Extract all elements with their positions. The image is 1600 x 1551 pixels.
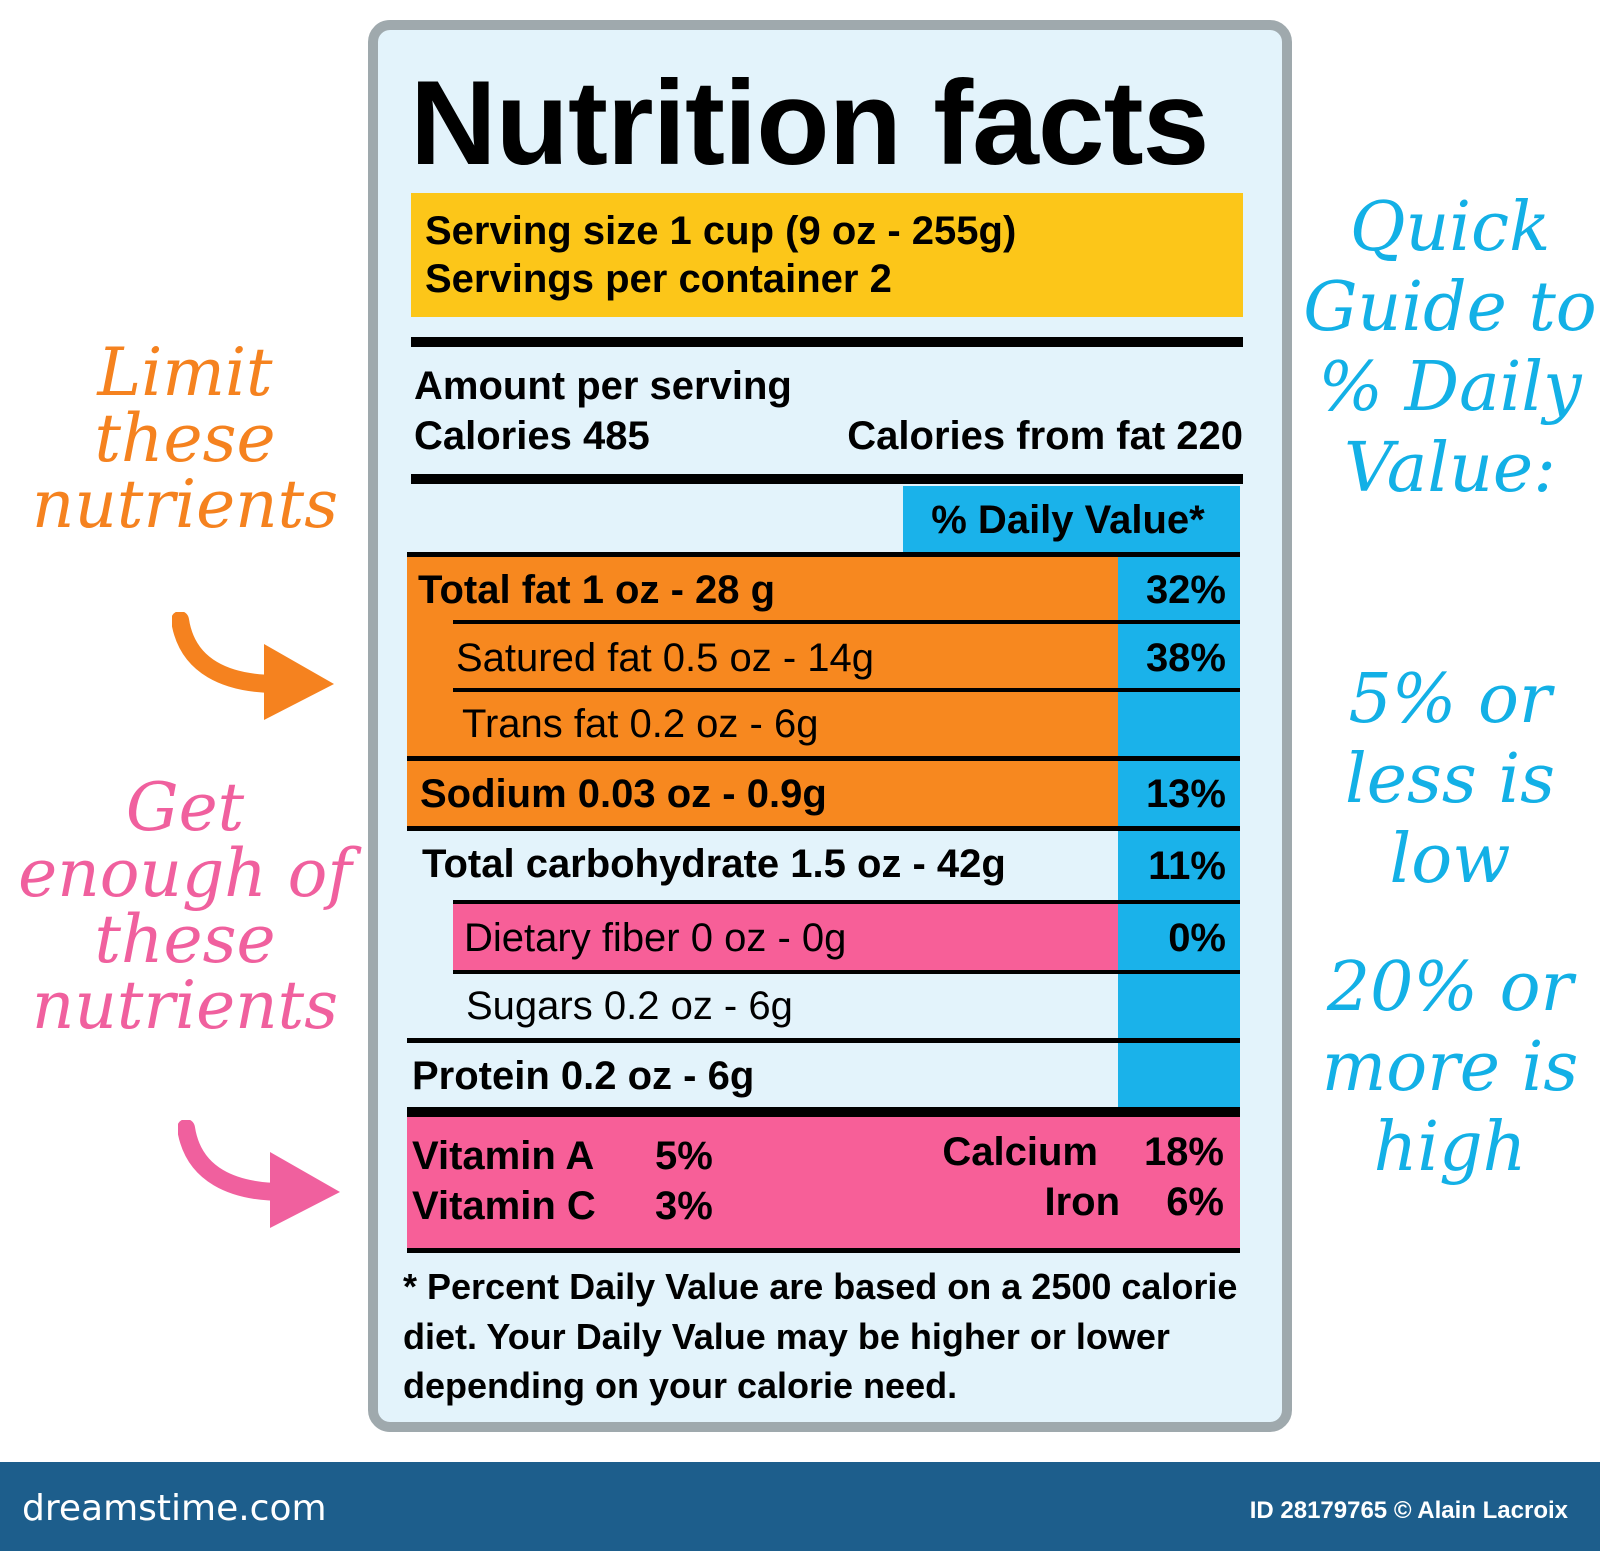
vitamins-band	[407, 1117, 1240, 1248]
row-divider	[407, 756, 1240, 761]
row-divider	[407, 552, 1240, 557]
high-guide-note: 20% or more is high	[1321, 948, 1579, 1188]
sodium-pct: 13%	[1145, 772, 1226, 816]
pink-arrow-icon	[178, 1120, 340, 1228]
row-divider	[453, 970, 1240, 974]
vitamin-c-label: Vitamin C	[412, 1184, 596, 1228]
thick-divider	[407, 1107, 1240, 1117]
thick-divider	[411, 337, 1243, 347]
brand-logo: dreamstime.com	[22, 1488, 327, 1529]
calories: Calories 485	[414, 414, 650, 458]
iron-pct: 6%	[1166, 1180, 1224, 1224]
serving-size: Serving size 1 cup (9 oz - 255g)	[425, 209, 1017, 253]
dietary-fiber-pct: 0%	[1168, 916, 1226, 960]
daily-value-header-bg	[903, 486, 1240, 552]
vitamin-a-pct: 5%	[655, 1134, 713, 1178]
sodium-label: Sodium 0.03 oz - 0.9g	[420, 772, 827, 816]
servings-per-container: Servings per container 2	[425, 257, 892, 301]
vitamin-c-pct: 3%	[655, 1184, 713, 1228]
calories-from-fat: Calories from fat 220	[847, 414, 1243, 458]
trans-fat-label: Trans fat 0.2 oz - 6g	[462, 702, 819, 746]
dietary-fiber-label: Dietary fiber 0 oz - 0g	[464, 916, 847, 960]
sugars-label: Sugars 0.2 oz - 6g	[466, 984, 793, 1028]
label-title: Nutrition facts	[410, 56, 1209, 190]
protein-label: Protein 0.2 oz - 6g	[412, 1054, 755, 1098]
saturated-fat-label: Satured fat 0.5 oz - 14g	[456, 636, 875, 680]
image-credit: ID 28179765 © Alain Lacroix	[1249, 1497, 1568, 1524]
fiber-band	[453, 903, 1118, 970]
row-divider	[453, 620, 1240, 624]
low-guide-note: 5% or less is low	[1344, 660, 1556, 900]
row-divider	[407, 1038, 1240, 1043]
row-divider	[407, 826, 1240, 831]
row-divider	[453, 900, 1240, 904]
get-enough-nutrients-note: Get enough of these nutrients	[18, 769, 352, 1044]
carbohydrate-pct: 11%	[1148, 844, 1226, 888]
total-fat-label: Total fat 1 oz - 28 g	[418, 568, 776, 612]
calcium-pct: 18%	[1143, 1130, 1224, 1174]
bottom-bar	[0, 1462, 1600, 1551]
limit-nutrients-note: Limit these nutrients	[31, 334, 339, 543]
thick-divider	[411, 474, 1243, 484]
iron-label: Iron	[1044, 1180, 1120, 1224]
row-divider	[407, 1248, 1240, 1253]
serving-box: Serving size 1 cup (9 oz - 255g) Serving…	[411, 193, 1243, 317]
vitamin-a-label: Vitamin A	[412, 1134, 595, 1178]
total-fat-pct: 32%	[1145, 568, 1226, 612]
orange-arrow-icon	[172, 612, 334, 720]
percent-column	[1118, 556, 1240, 1108]
row-divider	[453, 688, 1240, 692]
quick-guide-note: Quick Guide to % Daily Value:	[1303, 188, 1597, 508]
amount-per-serving: Amount per serving	[414, 364, 792, 408]
daily-value-header: % Daily Value*	[931, 498, 1205, 542]
footnote: * Percent Daily Value are based on a 250…	[403, 1266, 1238, 1407]
calcium-label: Calcium	[942, 1130, 1098, 1174]
carbohydrate-label: Total carbohydrate 1.5 oz - 42g	[422, 842, 1006, 886]
saturated-fat-pct: 38%	[1145, 636, 1226, 680]
